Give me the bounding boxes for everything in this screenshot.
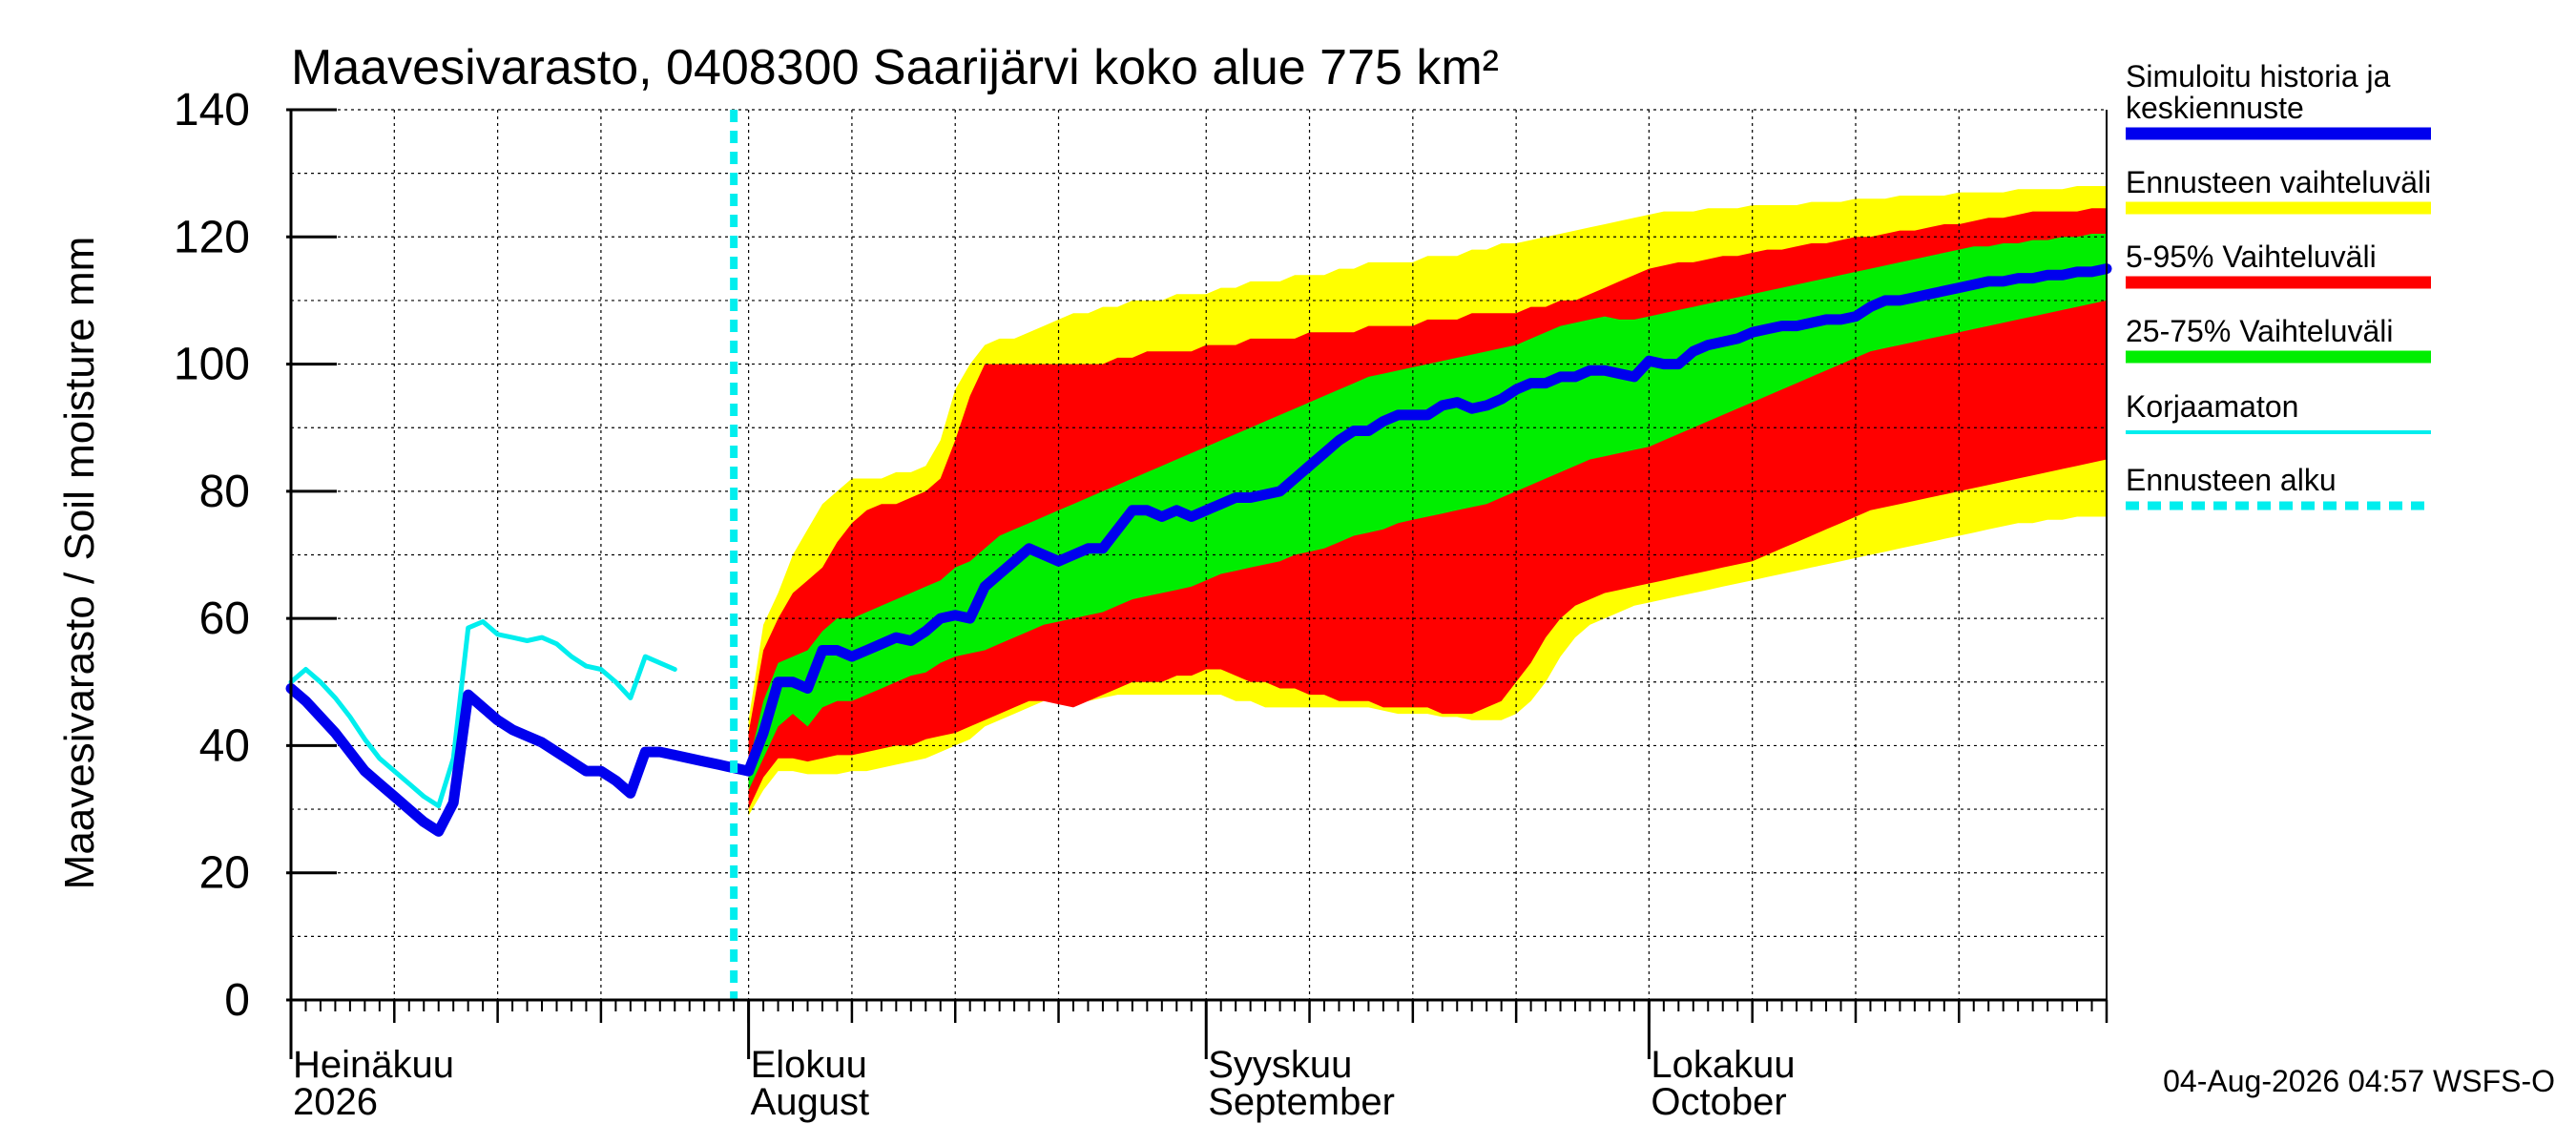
- legend-label-range_5_95: 5-95% Vaihteluväli: [2126, 239, 2377, 274]
- y-tick-label: 0: [224, 975, 250, 1026]
- uncorrected-series-line: [288, 619, 677, 809]
- x-tick-label-line1: Lokakuu: [1651, 1044, 1795, 1086]
- legend-label-simulated: keskiennuste: [2126, 91, 2304, 125]
- x-tick-label-line2: 2026: [293, 1081, 378, 1123]
- chart-title: Maavesivarasto, 0408300 Saarijärvi koko …: [291, 40, 1499, 95]
- x-tick-label-line2: August: [751, 1081, 870, 1123]
- y-tick-label: 40: [199, 720, 250, 771]
- y-tick-label: 20: [199, 848, 250, 899]
- y-tick-label: 80: [199, 467, 250, 517]
- x-tick-label-line1: Elokuu: [751, 1044, 867, 1086]
- simulated-history-line: [285, 683, 755, 837]
- x-tick-label-line2: October: [1651, 1081, 1786, 1123]
- legend-label-forecast_start: Ennusteen alku: [2126, 463, 2337, 497]
- x-tick-label-line1: Syyskuu: [1208, 1044, 1352, 1086]
- legend-label-uncorrected: Korjaamaton: [2126, 389, 2298, 424]
- legend-label-range_full: Ennusteen vaihteluväli: [2126, 165, 2431, 199]
- forecast-median-line: [743, 263, 2112, 777]
- band-25-75: [748, 234, 2107, 791]
- plot-area: [285, 109, 2112, 1001]
- y-tick-label: 60: [199, 593, 250, 644]
- x-tick-label-line1: Heinäkuu: [293, 1044, 454, 1086]
- y-axis-label: Maavesivarasto / Soil moisture mm: [56, 237, 103, 890]
- legend-label-simulated: Simuloitu historia ja: [2126, 59, 2391, 94]
- y-tick-label: 140: [174, 85, 250, 135]
- y-tick-label: 120: [174, 212, 250, 262]
- legend-label-range_25_75: 25-75% Vaihteluväli: [2126, 314, 2393, 348]
- y-tick-label: 100: [174, 340, 250, 390]
- timestamp-label: 04-Aug-2026 04:57 WSFS-O: [2163, 1064, 2555, 1098]
- x-tick-label-line2: September: [1208, 1081, 1395, 1123]
